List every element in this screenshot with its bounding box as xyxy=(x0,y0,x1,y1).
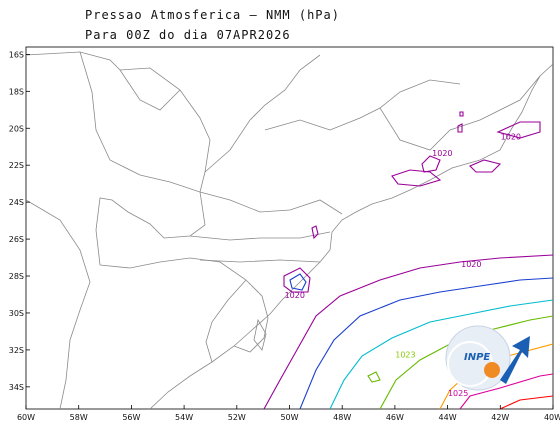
isobar-closed-se1 xyxy=(496,121,541,139)
y-tick-label: 28S xyxy=(9,272,24,281)
logo-sun xyxy=(484,362,500,378)
x-tick-label: 52W xyxy=(228,413,246,422)
x-tick-label: 54W xyxy=(175,413,193,422)
isobar-closed-se2 xyxy=(469,159,502,173)
y-axis: 16S 18S 20S 22S 24S 26S 28S 30S 32S 34S xyxy=(9,50,30,392)
x-tick-label: 42W xyxy=(491,413,509,422)
y-tick-label: 18S xyxy=(9,87,24,96)
border-state3 xyxy=(199,191,343,215)
map-title: Pressao Atmosferica — NMM (hPa) xyxy=(85,8,340,22)
border-uruguay xyxy=(205,279,247,363)
isobar-1025-magenta xyxy=(459,373,553,409)
x-tick-label: 40W xyxy=(544,413,560,422)
lagoon xyxy=(253,318,267,351)
border-state1 xyxy=(204,54,321,173)
x-tick-label: 44W xyxy=(439,413,457,422)
border-se xyxy=(379,75,541,151)
contour-label: 1020 xyxy=(461,260,481,269)
contour-label: 1020 xyxy=(501,132,521,141)
border-state5 xyxy=(199,259,321,263)
border-paraguay xyxy=(79,51,206,266)
y-tick-label: 24S xyxy=(9,198,24,207)
y-tick-label: 26S xyxy=(9,235,24,244)
logo-arrow xyxy=(500,336,530,384)
border-state4 xyxy=(189,231,331,241)
isobar-closed-se3 xyxy=(421,155,441,173)
y-tick-label: 22S xyxy=(9,161,24,170)
isobar-blue xyxy=(299,277,553,409)
coastline-borders xyxy=(26,51,553,409)
contour-label: 1020 xyxy=(432,149,452,158)
isobar-red xyxy=(499,395,553,409)
y-tick-label: 32S xyxy=(9,346,24,355)
x-axis: 60W 58W 56W 54W 52W 50W 48W 46W 44W 42W 40W xyxy=(17,405,560,422)
contour-labels: 1020 1020 1020 1020 1023 1025 xyxy=(285,132,521,398)
border-state2 xyxy=(264,79,461,131)
coastline xyxy=(149,63,553,409)
contour-label: 1023 xyxy=(395,350,415,359)
map-subtitle: Para 00Z do dia 07APR2026 xyxy=(85,28,291,42)
contour-label: 1025 xyxy=(448,389,468,398)
isobar-closed-small3 xyxy=(459,111,464,117)
y-tick-label: 20S xyxy=(9,124,24,133)
isobar-closed-sc-inner xyxy=(289,273,307,291)
x-tick-label: 46W xyxy=(386,413,404,422)
logo-text: INPE xyxy=(464,352,490,363)
isobar-cyan xyxy=(329,299,553,409)
contour-label: 1020 xyxy=(285,291,305,300)
x-tick-label: 58W xyxy=(70,413,88,422)
border-west xyxy=(26,51,211,193)
border-south xyxy=(26,199,91,409)
y-tick-label: 34S xyxy=(9,383,24,392)
x-tick-label: 48W xyxy=(333,413,351,422)
y-tick-label: 30S xyxy=(9,309,24,318)
isobar-closed-small2 xyxy=(457,123,463,133)
y-tick-label: 16S xyxy=(9,50,24,59)
inpe-logo: INPE xyxy=(445,325,530,391)
x-tick-label: 56W xyxy=(122,413,140,422)
isobar-closed-green xyxy=(367,371,381,383)
isobar-closed-small1 xyxy=(311,225,319,240)
isobar-closed-sc xyxy=(283,267,311,293)
border-sa xyxy=(119,69,181,111)
isobar-closed-se4 xyxy=(391,169,442,187)
x-tick-label: 60W xyxy=(17,413,35,422)
isobar-1020-purple xyxy=(263,254,553,409)
x-tick-label: 50W xyxy=(280,413,298,422)
